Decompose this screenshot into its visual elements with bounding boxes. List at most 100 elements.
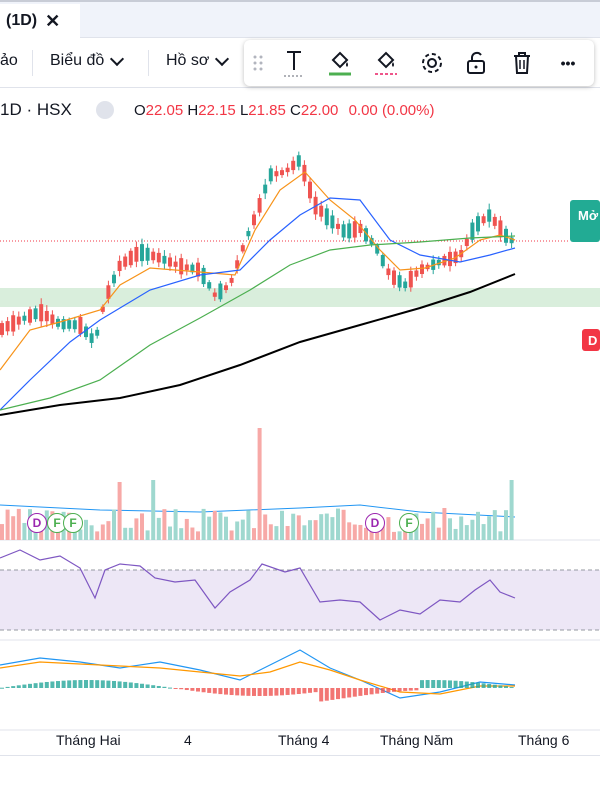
candle-body bbox=[476, 216, 480, 232]
candle-body bbox=[0, 323, 4, 335]
high-label: H bbox=[187, 102, 199, 119]
macd-histogram-bar bbox=[44, 681, 49, 688]
volume-bar bbox=[285, 526, 290, 540]
candle-body bbox=[386, 268, 391, 276]
drag-handle-icon[interactable] bbox=[246, 46, 270, 80]
volume-bar bbox=[313, 520, 318, 540]
profile-dropdown[interactable]: Hồ sơ bbox=[166, 51, 230, 70]
toolbar-divider bbox=[148, 50, 149, 76]
volume-bar bbox=[156, 517, 161, 540]
candle-body bbox=[246, 231, 251, 237]
macd-histogram-bar bbox=[414, 688, 419, 691]
candle-body bbox=[162, 255, 167, 264]
chart-tab[interactable]: (1D) ✕ bbox=[0, 4, 80, 38]
macd-histogram-bar bbox=[123, 681, 128, 688]
fill-bucket-icon[interactable] bbox=[322, 46, 358, 80]
open-label: O bbox=[134, 102, 146, 119]
candle-body bbox=[207, 282, 212, 289]
macd-histogram-bar bbox=[453, 680, 458, 688]
candle-body bbox=[95, 329, 100, 336]
chart-type-dropdown[interactable]: Biểu đồ bbox=[50, 51, 125, 70]
macd-histogram-bar bbox=[207, 688, 212, 693]
volume-bar bbox=[218, 512, 223, 540]
toolbar-partial-button[interactable]: ảo bbox=[0, 52, 18, 69]
fill-bucket-color-icon[interactable] bbox=[368, 46, 404, 80]
candle-body bbox=[16, 316, 21, 325]
macd-signal-line bbox=[0, 661, 515, 695]
more-icon[interactable]: ••• bbox=[560, 55, 576, 71]
visibility-toggle-icon[interactable] bbox=[96, 101, 114, 119]
macd-histogram-bar bbox=[168, 687, 172, 689]
volume-bar bbox=[201, 508, 206, 540]
volume-bar bbox=[162, 509, 167, 540]
unlock-icon[interactable] bbox=[458, 46, 494, 80]
event-marker[interactable]: D bbox=[27, 513, 47, 533]
macd-histogram-bar bbox=[240, 688, 245, 696]
macd-histogram-bar bbox=[470, 682, 475, 688]
macd-histogram-bar bbox=[196, 688, 200, 692]
macd-histogram-bar bbox=[224, 688, 228, 695]
candle-body bbox=[50, 314, 55, 325]
support-zone-rectangle bbox=[0, 288, 600, 307]
volume-bar bbox=[464, 525, 469, 540]
volume-bar bbox=[369, 530, 374, 540]
volume-bar bbox=[252, 528, 256, 540]
volume-bar bbox=[453, 528, 458, 540]
candle-body bbox=[151, 251, 156, 261]
candle-body bbox=[117, 260, 122, 272]
macd-histogram-bar bbox=[268, 688, 273, 696]
volume-bar bbox=[117, 482, 122, 540]
candle-body bbox=[134, 246, 139, 262]
trash-icon[interactable] bbox=[504, 46, 540, 80]
price-chart[interactable] bbox=[0, 80, 600, 800]
macd-histogram-bar bbox=[145, 684, 150, 688]
macd-histogram-bar bbox=[420, 680, 424, 688]
rsi-line bbox=[0, 549, 516, 621]
volume-bar bbox=[140, 513, 144, 540]
toolbar-divider bbox=[32, 50, 33, 76]
ma-slow-line bbox=[0, 235, 516, 411]
candle-body bbox=[44, 310, 49, 322]
volume-bar bbox=[436, 527, 441, 540]
candle-body bbox=[224, 285, 228, 291]
close-icon[interactable]: ✕ bbox=[45, 10, 61, 31]
volume-bar bbox=[352, 524, 357, 540]
macd-histogram-bar bbox=[375, 688, 380, 694]
macd-histogram-bar bbox=[184, 688, 189, 691]
candle-body bbox=[106, 285, 111, 299]
volume-bar bbox=[95, 531, 100, 540]
volume-bar bbox=[123, 527, 128, 540]
candle-body bbox=[403, 281, 408, 289]
macd-histogram-bar bbox=[358, 688, 363, 696]
tab-bar: (1D) ✕ bbox=[0, 0, 600, 38]
candle-body bbox=[61, 319, 66, 330]
candle-body bbox=[190, 264, 195, 273]
candle-body bbox=[392, 270, 396, 285]
event-marker[interactable]: D bbox=[365, 513, 385, 533]
macd-histogram-bar bbox=[392, 688, 396, 692]
candle-body bbox=[336, 223, 340, 229]
gear-icon[interactable] bbox=[414, 46, 450, 80]
macd-histogram-bar bbox=[173, 688, 178, 689]
volume-bar bbox=[492, 510, 497, 540]
candle-body bbox=[375, 245, 380, 254]
symbol-label[interactable]: 1D · HSX bbox=[0, 100, 72, 119]
volume-bar bbox=[179, 528, 184, 540]
macd-histogram-bar bbox=[84, 680, 88, 688]
candle-body bbox=[324, 208, 329, 226]
volume-bar bbox=[184, 518, 189, 540]
volume-bar bbox=[106, 521, 111, 540]
macd-histogram-bar bbox=[56, 681, 60, 688]
macd-histogram-bar bbox=[324, 688, 329, 701]
event-marker[interactable]: F bbox=[63, 513, 83, 533]
macd-histogram-bar bbox=[330, 688, 335, 700]
macd-histogram-bar bbox=[246, 688, 251, 696]
volume-bar bbox=[224, 516, 228, 540]
open-value: 22.05 bbox=[145, 102, 184, 119]
macd-histogram-bar bbox=[33, 683, 38, 688]
macd-histogram-bar bbox=[156, 685, 161, 688]
event-marker[interactable]: F bbox=[399, 513, 419, 533]
candle-body bbox=[33, 308, 38, 320]
text-icon[interactable] bbox=[276, 46, 312, 80]
candle-body bbox=[308, 181, 312, 199]
